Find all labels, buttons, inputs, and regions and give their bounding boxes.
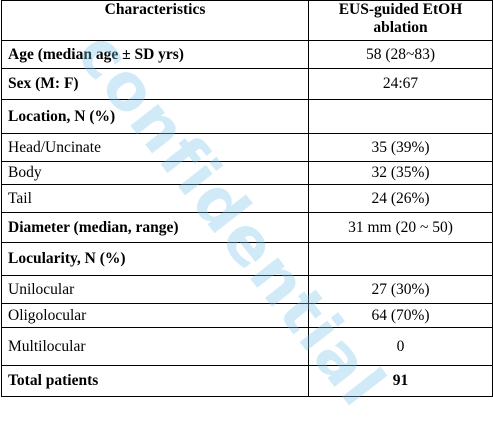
row-value-location: [308, 99, 493, 134]
row-value-locularity: [308, 242, 493, 276]
table-row: Diameter (median, range) 31 mm (20 ~ 50): [1, 212, 493, 243]
row-label-sex: Sex (M: F): [1, 68, 309, 100]
row-value-unilocular: 27 (30%): [308, 275, 493, 304]
row-label-diameter: Diameter (median, range): [1, 212, 309, 243]
row-label-multilocular: Multilocular: [1, 327, 309, 366]
row-value-total-patients: 91: [308, 365, 493, 397]
row-label-locularity: Locularity, N (%): [1, 242, 309, 276]
row-value-diameter: 31 mm (20 ~ 50): [308, 212, 493, 243]
header-eus-guided-etoh-ablation: EUS-guided EtOH ablation: [308, 0, 493, 41]
table-row: Oligolocular 64 (70%): [1, 303, 493, 328]
row-label-tail: Tail: [1, 184, 309, 213]
row-label-total-patients: Total patients: [1, 365, 309, 397]
row-value-head-uncinate: 35 (39%): [308, 133, 493, 162]
row-value-body: 32 (35%): [308, 161, 493, 185]
row-value-age: 58 (28~83): [308, 40, 493, 69]
table-header-row: Characteristics EUS-guided EtOH ablation: [1, 0, 493, 41]
row-value-sex: 24:67: [308, 68, 493, 100]
table-row: Total patients 91: [1, 365, 493, 397]
table-row: Age (median age ± SD yrs) 58 (28~83): [1, 40, 493, 69]
row-label-body: Body: [1, 161, 309, 185]
row-value-tail: 24 (26%): [308, 184, 493, 213]
table-row: Tail 24 (26%): [1, 184, 493, 213]
table-row: Multilocular 0: [1, 327, 493, 366]
row-label-unilocular: Unilocular: [1, 275, 309, 304]
header-characteristics: Characteristics: [1, 0, 309, 41]
row-label-location: Location, N (%): [1, 99, 309, 134]
row-label-oligolocular: Oligolocular: [1, 303, 309, 328]
table-row: Sex (M: F) 24:67: [1, 68, 493, 100]
table-row: Unilocular 27 (30%): [1, 275, 493, 304]
row-value-oligolocular: 64 (70%): [308, 303, 493, 328]
table-row: Body 32 (35%): [1, 161, 493, 185]
row-label-head-uncinate: Head/Uncinate: [1, 133, 309, 162]
row-value-multilocular: 0: [308, 327, 493, 366]
row-label-age: Age (median age ± SD yrs): [1, 40, 309, 69]
table-row: Head/Uncinate 35 (39%): [1, 133, 493, 162]
characteristics-table: Characteristics EUS-guided EtOH ablation…: [1, 0, 493, 397]
table-row: Location, N (%): [1, 99, 493, 134]
table-row: Locularity, N (%): [1, 242, 493, 276]
